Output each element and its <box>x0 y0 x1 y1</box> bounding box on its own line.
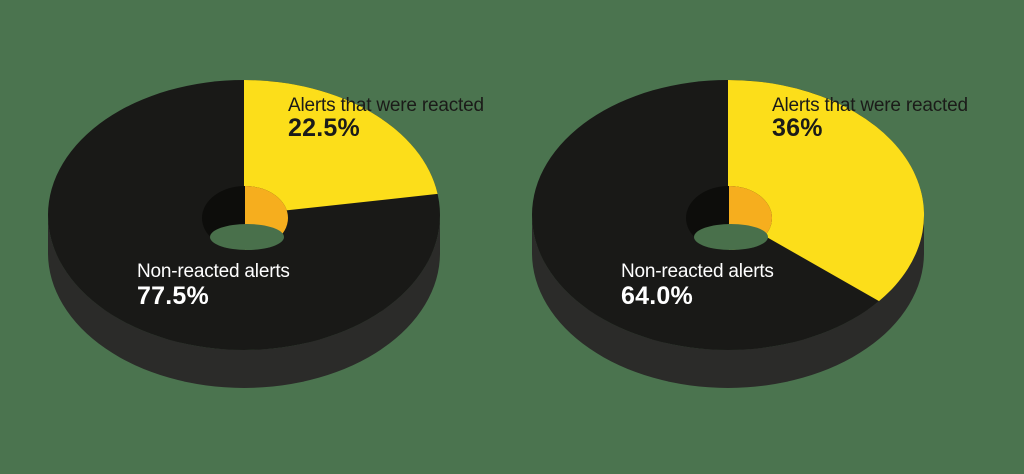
non-reacted-value: 64.0% <box>621 282 693 310</box>
non-reacted-label: Non-reacted alerts <box>137 261 290 282</box>
donut-chart-left: Alerts that were reacted 22.5% Non-react… <box>48 80 484 388</box>
donut-chart-right: Alerts that were reacted 36% Non-reacted… <box>484 0 1024 474</box>
slice-reacted <box>728 79 925 302</box>
donut-side <box>532 215 924 388</box>
donut-right-svg <box>532 79 925 388</box>
reacted-label: Alerts that were reacted <box>772 95 968 116</box>
reacted-value: 22.5% <box>288 114 360 142</box>
slice-reacted <box>244 80 438 215</box>
donut-hole <box>694 224 768 250</box>
reacted-value: 36% <box>772 114 823 142</box>
reacted-label: Alerts that were reacted <box>288 95 484 116</box>
donut-side <box>48 215 440 388</box>
non-reacted-value: 77.5% <box>137 282 209 310</box>
donut-left-svg <box>48 80 440 388</box>
non-reacted-label: Non-reacted alerts <box>621 261 774 282</box>
donut-hole <box>210 224 284 250</box>
